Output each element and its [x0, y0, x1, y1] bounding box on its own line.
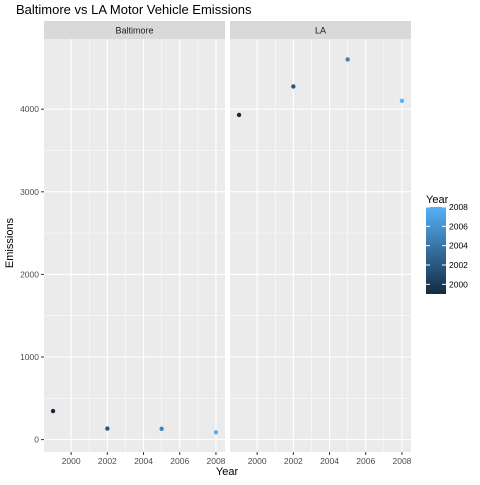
- chart-title: Baltimore vs LA Motor Vehicle Emissions: [16, 2, 252, 17]
- facet-0: Baltimore 2000 2002 2004 2006 2008: [44, 21, 226, 466]
- legend-tick-label: 2000: [449, 279, 468, 289]
- y-tick-label: 4000: [20, 104, 39, 114]
- x-tick-label: 2002: [284, 456, 303, 466]
- color-legend: Year 2000 2002 2004 2006 2008: [426, 194, 468, 294]
- y-axis: 0 1000 2000 3000 4000: [20, 104, 44, 445]
- data-point: [236, 112, 242, 118]
- legend-tick-label: 2002: [449, 260, 468, 270]
- x-tick-label: 2000: [62, 456, 81, 466]
- data-point: [291, 84, 296, 89]
- y-tick-label: 0: [34, 435, 39, 445]
- data-point: [399, 98, 405, 104]
- legend-colorbar: [426, 207, 446, 294]
- legend-tick-label: 2006: [449, 221, 468, 231]
- legend-tick-label: 2008: [449, 202, 468, 212]
- data-point: [159, 426, 164, 431]
- facet-strip-label: LA: [315, 26, 326, 36]
- x-tick-label: 2008: [392, 456, 411, 466]
- legend-tick-label: 2004: [449, 241, 468, 251]
- data-point: [213, 430, 219, 435]
- y-tick-label: 2000: [20, 269, 39, 279]
- facet-strip-label: Baltimore: [115, 26, 153, 36]
- y-axis-title: Emissions: [4, 217, 16, 268]
- panel-background: [44, 39, 225, 452]
- facet-strip: [230, 21, 411, 39]
- x-tick-label: 2008: [206, 456, 225, 466]
- legend-title: Year: [426, 194, 449, 206]
- y-tick-label: 3000: [20, 187, 39, 197]
- x-tick-label: 2006: [356, 456, 375, 466]
- x-tick-label: 2006: [170, 456, 189, 466]
- facet-strip: [44, 21, 225, 39]
- data-point: [345, 57, 350, 62]
- x-tick-label: 2004: [320, 456, 339, 466]
- y-tick-label: 1000: [20, 352, 39, 362]
- legend-ticks: 2000 2002 2004 2006 2008: [426, 202, 468, 289]
- data-point: [105, 426, 110, 431]
- panel-background: [230, 39, 411, 452]
- facet-1: LA 2000 2002 2004 2006 2008: [230, 21, 412, 466]
- x-tick-label: 2004: [134, 456, 153, 466]
- x-tick-label: 2002: [98, 456, 117, 466]
- x-tick-label: 2000: [248, 456, 267, 466]
- facet-panels: Baltimore 2000 2002 2004 2006 2008 LA 2000 2002 2…: [44, 21, 412, 466]
- data-point: [50, 408, 56, 414]
- x-axis-title: Year: [216, 466, 239, 478]
